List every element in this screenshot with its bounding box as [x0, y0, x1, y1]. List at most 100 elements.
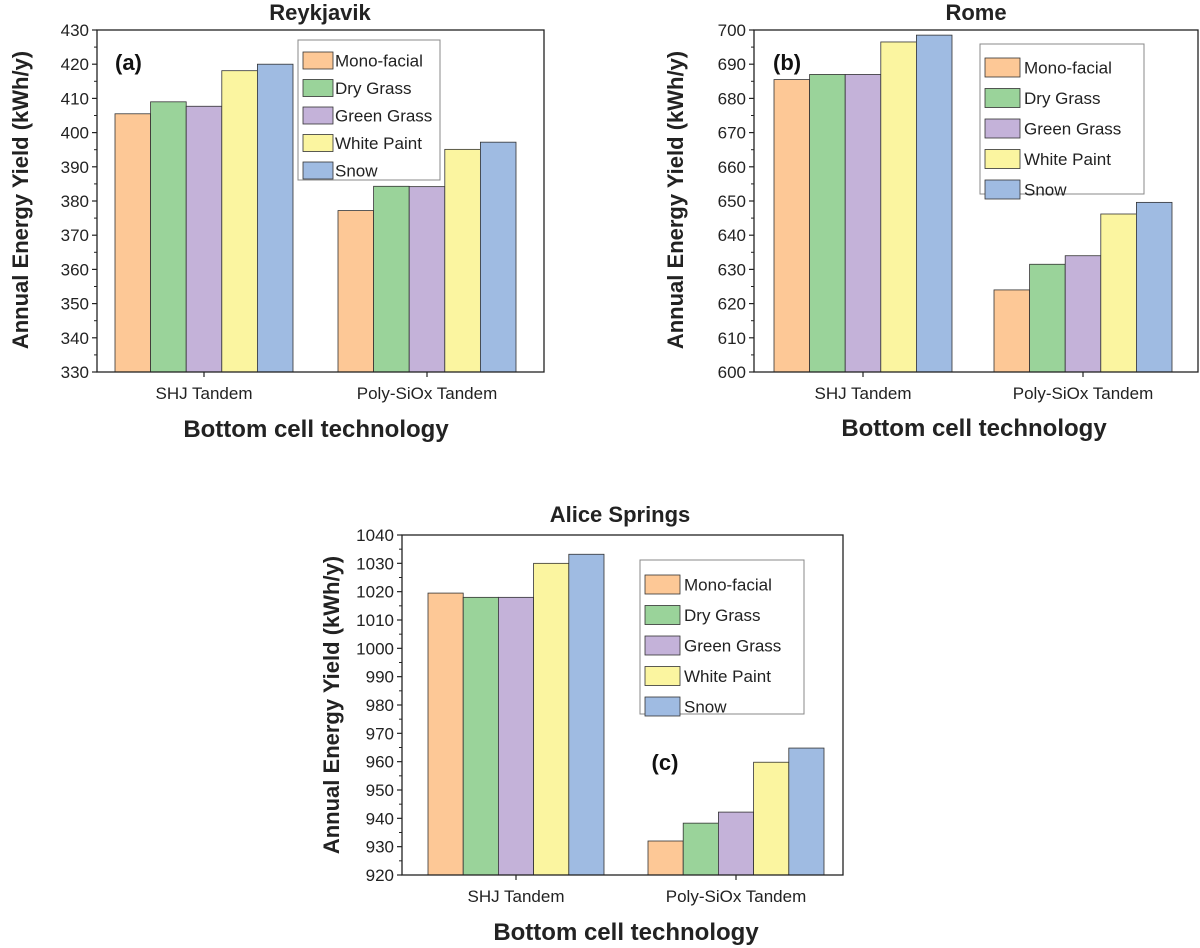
- legend-label: Snow: [1024, 181, 1067, 200]
- bar-mono-facial-shj: [427, 592, 464, 876]
- bar-snow-poly: [479, 141, 517, 373]
- legend-label: White Paint: [335, 134, 422, 153]
- category-label: Poly-SiOx Tandem: [1013, 384, 1153, 403]
- y-tick-label: 960: [366, 753, 394, 772]
- bar-mono-facial-shj: [773, 79, 810, 373]
- y-tick-label: 430: [61, 21, 89, 40]
- legend-label: White Paint: [1024, 150, 1111, 169]
- bar-dry-grass-shj: [462, 596, 499, 876]
- legend-swatch: [984, 88, 1021, 108]
- legend-swatch: [644, 635, 681, 656]
- bar-green-grass-poly: [718, 811, 755, 876]
- y-tick-label: 600: [718, 363, 746, 382]
- y-tick-label: 370: [61, 226, 89, 245]
- category-label: Poly-SiOx Tandem: [666, 887, 806, 906]
- legend: Mono-facial Dry Grass Green Grass White Pai…: [979, 43, 1145, 200]
- legend-label: Dry Grass: [684, 606, 761, 625]
- bar-snow-poly: [788, 747, 825, 876]
- y-tick-label: 1010: [356, 611, 394, 630]
- bar-white-paint-poly: [753, 761, 790, 876]
- legend-label: Mono-facial: [335, 52, 423, 71]
- y-tick-label: 690: [718, 55, 746, 74]
- legend-label: Green Grass: [684, 637, 781, 656]
- bar-white-paint-shj: [221, 70, 258, 373]
- y-tick-label: 350: [61, 295, 89, 314]
- y-tick-label: 330: [61, 363, 89, 382]
- bar-white-paint-shj: [533, 562, 570, 876]
- y-tick-label: 670: [718, 124, 746, 143]
- category-label: SHJ Tandem: [467, 887, 564, 906]
- y-tick-label: 1020: [356, 583, 394, 602]
- legend-swatch: [302, 79, 334, 97]
- legend-swatch: [302, 134, 334, 152]
- bar-mono-facial-poly: [993, 289, 1030, 373]
- chart-panel-1: SHJ Tandem Poly-SiOx Tandem 330 340 350 360 37…: [8, 0, 545, 443]
- legend-swatch: [302, 51, 334, 70]
- x-axis-label: Bottom cell technology: [841, 415, 1107, 442]
- legend: Mono-facial Dry Grass Green Grass White Pai…: [639, 559, 805, 717]
- bar-mono-facial-poly: [337, 210, 374, 373]
- bar-green-grass-shj: [185, 105, 223, 373]
- legend-swatch: [984, 149, 1021, 169]
- panel-label: (a): [115, 50, 142, 75]
- legend-swatch: [984, 57, 1021, 78]
- legend-label: Mono-facial: [1024, 59, 1112, 78]
- bar-mono-facial-shj: [114, 113, 151, 373]
- bar-white-paint-poly: [1100, 213, 1137, 373]
- legend-label: White Paint: [684, 667, 771, 686]
- bar-white-paint-poly: [444, 148, 481, 373]
- bar-green-grass-shj: [844, 74, 882, 373]
- y-tick-label: 420: [61, 55, 89, 74]
- legend-swatch: [984, 179, 1021, 200]
- legend-swatch: [302, 106, 334, 125]
- y-tick-label: 390: [61, 158, 89, 177]
- legend-swatch: [984, 118, 1021, 139]
- y-tick-label: 990: [366, 668, 394, 687]
- x-axis-label: Bottom cell technology: [493, 919, 759, 946]
- legend-label: Green Grass: [335, 107, 432, 126]
- y-tick-label: 620: [718, 295, 746, 314]
- y-tick-label: 920: [366, 866, 394, 885]
- bar-dry-grass-poly: [1029, 263, 1066, 373]
- bar-snow-shj: [568, 553, 605, 876]
- bar-mono-facial-poly: [647, 840, 684, 876]
- y-axis-label: Annual Energy Yield (kWh/y): [663, 51, 688, 349]
- legend-label: Dry Grass: [335, 79, 412, 98]
- chart-panel-3: SHJ Tandem Poly-SiOx Tandem 920 930 940 950 96…: [319, 502, 844, 946]
- category-label: SHJ Tandem: [155, 384, 252, 403]
- y-tick-label: 410: [61, 89, 89, 108]
- legend-label: Mono-facial: [684, 576, 772, 595]
- y-tick-label: 940: [366, 809, 394, 828]
- y-tick-label: 680: [718, 89, 746, 108]
- bar-dry-grass-shj: [150, 101, 187, 373]
- category-label: Poly-SiOx Tandem: [357, 384, 497, 403]
- bar-dry-grass-shj: [809, 74, 846, 373]
- chart-title: Alice Springs: [550, 502, 691, 527]
- bar-snow-poly: [1136, 201, 1173, 373]
- bar-green-grass-poly: [408, 186, 446, 373]
- y-tick-label: 1030: [356, 554, 394, 573]
- x-axis-label: Bottom cell technology: [183, 416, 449, 443]
- legend-swatch: [644, 605, 681, 625]
- bar-white-paint-shj: [880, 41, 917, 373]
- legend-swatch: [644, 696, 681, 717]
- y-tick-label: 340: [61, 329, 89, 348]
- legend-label: Dry Grass: [1024, 89, 1101, 108]
- bar-snow-shj: [256, 63, 294, 373]
- y-tick-label: 930: [366, 838, 394, 857]
- bar-green-grass-shj: [497, 596, 534, 876]
- y-tick-label: 640: [718, 226, 746, 245]
- chart-title: Reykjavik: [269, 0, 371, 25]
- y-axis-label: Annual Energy Yield (kWh/y): [319, 556, 344, 854]
- y-tick-label: 980: [366, 696, 394, 715]
- bar-dry-grass-poly: [682, 822, 719, 876]
- bar-snow-shj: [916, 34, 953, 373]
- legend-swatch: [302, 161, 334, 180]
- y-tick-label: 1040: [356, 526, 394, 545]
- panel-label: (b): [773, 50, 801, 75]
- y-tick-label: 950: [366, 781, 394, 800]
- y-tick-label: 610: [718, 329, 746, 348]
- y-tick-label: 400: [61, 124, 89, 143]
- bar-dry-grass-poly: [373, 185, 410, 373]
